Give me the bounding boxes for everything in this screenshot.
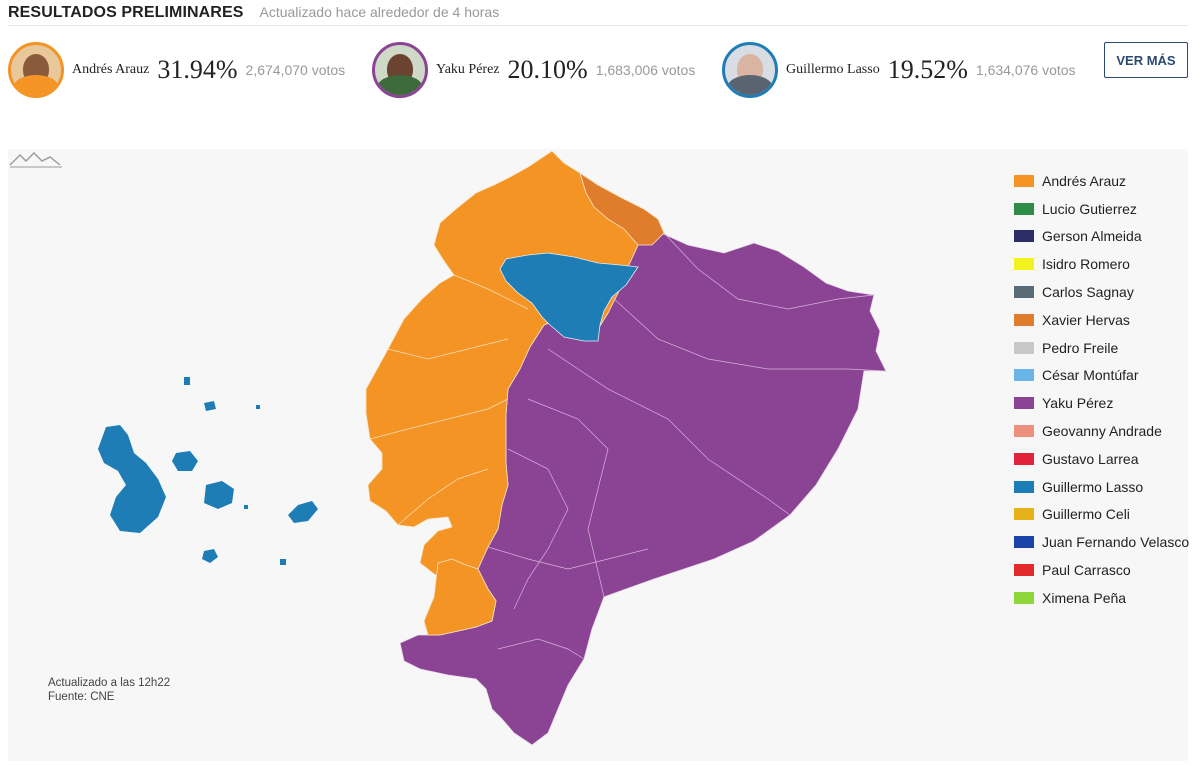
results-header: RESULTADOS PRELIMINARES Actualizado hace…: [8, 4, 1188, 26]
legend-label: Juan Fernando Velasco: [1042, 534, 1190, 551]
legend-swatch: [1014, 564, 1034, 577]
publisher-logo-icon: [9, 152, 62, 168]
map-legend: Andrés Arauz Lucio Gutierrez Gerson Alme…: [1014, 167, 1190, 612]
legend-item: Gerson Almeida: [1014, 223, 1188, 251]
legend-label: Ximena Peña: [1042, 589, 1127, 606]
candidate-percentage: 31.94%: [157, 55, 238, 84]
ecuador-map: [98, 150, 887, 746]
legend-item: Paul Carrasco: [1014, 556, 1188, 584]
legend-label: Guillermo Lasso: [1042, 478, 1144, 495]
legend-label: Geovanny Andrade: [1042, 423, 1162, 440]
legend-label: Gustavo Larrea: [1042, 450, 1139, 467]
legend-item: Guillermo Lasso: [1014, 473, 1188, 501]
legend-swatch: [1014, 508, 1034, 521]
legend-item: Geovanny Andrade: [1014, 417, 1188, 445]
legend-swatch: [1014, 591, 1034, 604]
map-footnote: Actualizado a las 12h22 Fuente: CNE: [48, 676, 170, 704]
candidate-photo-lasso: [722, 42, 778, 98]
legend-label: Andrés Arauz: [1042, 172, 1127, 189]
updated-time: Actualizado hace alrededor de 4 horas: [259, 4, 500, 20]
legend-item: Lucio Gutierrez: [1014, 195, 1188, 223]
galapagos-islands[interactable]: [98, 377, 318, 565]
candidate-votes: 1,683,006 votos: [595, 62, 696, 78]
legend-swatch: [1014, 202, 1034, 215]
legend-label: Pedro Freile: [1042, 339, 1119, 356]
legend-label: Guillermo Celi: [1042, 506, 1130, 523]
legend-label: Isidro Romero: [1042, 256, 1130, 273]
legend-label: Xavier Hervas: [1042, 311, 1130, 328]
candidate-percentage: 19.52%: [887, 55, 968, 84]
legend-item: Guillermo Celi: [1014, 501, 1188, 529]
legend-swatch: [1014, 369, 1034, 382]
candidate-photo-perez: [372, 42, 428, 98]
legend-item: Ximena Peña: [1014, 584, 1188, 612]
legend-label: Gerson Almeida: [1042, 228, 1142, 245]
region-guillermo-lasso[interactable]: [499, 252, 639, 342]
legend-swatch: [1014, 452, 1034, 465]
candidate-photo-arauz: [8, 42, 64, 98]
legend-item: Andrés Arauz: [1014, 167, 1188, 195]
legend-item: Pedro Freile: [1014, 334, 1188, 362]
legend-label: Lucio Gutierrez: [1042, 200, 1137, 217]
region-andres-arauz-south[interactable]: [423, 558, 497, 636]
source-note: Fuente: CNE: [48, 691, 115, 703]
legend-item: Xavier Hervas: [1014, 306, 1188, 334]
legend-swatch: [1014, 480, 1034, 493]
candidate-summary: Andrés Arauz 31.94% 2,674,070 votos Yaku…: [8, 40, 1188, 100]
candidate-percentage: 20.10%: [507, 55, 588, 84]
candidate-name: Yaku Pérez: [436, 62, 500, 77]
candidate-votes: 1,634,076 votos: [975, 62, 1076, 78]
legend-swatch: [1014, 425, 1034, 438]
legend-swatch: [1014, 286, 1034, 299]
coast-province-borders: [369, 274, 529, 526]
legend-item: Gustavo Larrea: [1014, 445, 1188, 473]
candidate-votes: 2,674,070 votos: [245, 62, 346, 78]
legend-swatch: [1014, 341, 1034, 354]
legend-label: César Montúfar: [1042, 367, 1139, 384]
legend-swatch: [1014, 258, 1034, 271]
candidate-card-arauz[interactable]: Andrés Arauz 31.94% 2,674,070 votos: [8, 40, 345, 100]
candidate-name: Andrés Arauz: [72, 62, 150, 77]
results-map: Andrés Arauz Lucio Gutierrez Gerson Alme…: [8, 149, 1190, 761]
candidate-card-perez[interactable]: Yaku Pérez 20.10% 1,683,006 votos: [372, 40, 695, 100]
legend-item: César Montúfar: [1014, 362, 1188, 390]
legend-item: Yaku Pérez: [1014, 389, 1188, 417]
province-borders: [487, 232, 887, 660]
region-xavier-hervas[interactable]: [579, 172, 665, 246]
legend-swatch: [1014, 313, 1034, 326]
legend-label: Carlos Sagnay: [1042, 284, 1134, 301]
legend-swatch: [1014, 230, 1034, 243]
see-more-button[interactable]: VER MÁS: [1104, 42, 1188, 78]
update-time-note: Actualizado a las 12h22: [48, 677, 171, 689]
legend-item: Juan Fernando Velasco: [1014, 528, 1190, 556]
legend-label: Yaku Pérez: [1042, 395, 1114, 412]
results-title: RESULTADOS PRELIMINARES: [8, 4, 244, 21]
legend-swatch: [1014, 174, 1034, 187]
candidate-card-lasso[interactable]: Guillermo Lasso 19.52% 1,634,076 votos: [722, 40, 1076, 100]
candidate-name: Guillermo Lasso: [786, 62, 880, 77]
legend-item: Isidro Romero: [1014, 250, 1188, 278]
legend-item: Carlos Sagnay: [1014, 278, 1188, 306]
legend-swatch: [1014, 536, 1034, 549]
legend-label: Paul Carrasco: [1042, 562, 1131, 579]
legend-swatch: [1014, 397, 1034, 410]
